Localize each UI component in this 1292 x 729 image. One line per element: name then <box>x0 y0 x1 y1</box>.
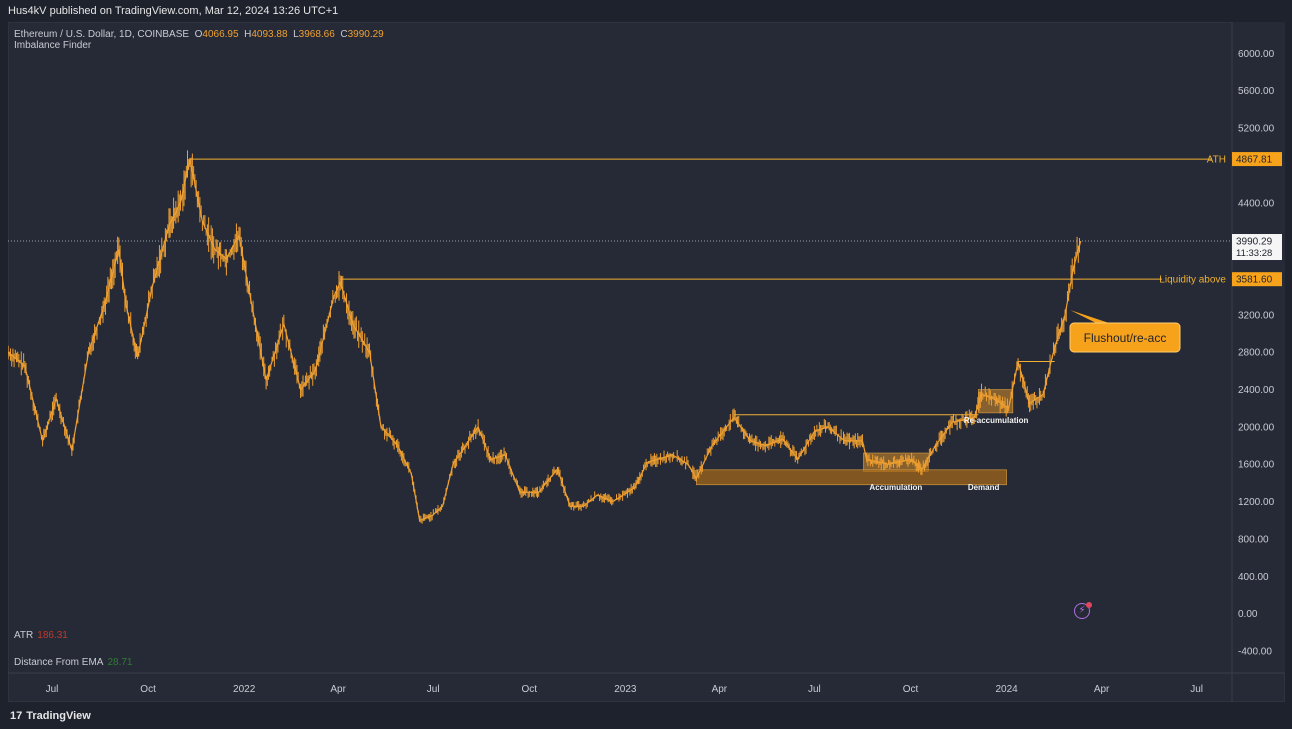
y-tick-label: 2000.00 <box>1238 422 1275 433</box>
callout-pointer <box>1070 310 1115 325</box>
atr-indicator: ATR 186.31 <box>14 630 68 641</box>
x-tick-label: Apr <box>712 684 728 695</box>
low-label: L <box>293 29 299 40</box>
liquidity-price-label-bg <box>1232 272 1282 287</box>
x-tick-label: Jul <box>46 684 59 695</box>
ath-price-label-bg <box>1232 152 1282 167</box>
high-label: H <box>244 29 252 40</box>
x-tick-label: Apr <box>1094 684 1110 695</box>
x-tick-label: Oct <box>140 684 156 695</box>
y-tick-label: -400.00 <box>1238 646 1272 657</box>
ema-distance-indicator: Distance From EMA 28.71 <box>14 657 133 668</box>
tradingview-logo-icon: 17 <box>10 710 23 722</box>
atr-value: 186.31 <box>37 630 68 641</box>
open-label: O <box>194 29 203 40</box>
x-tick-label: Jul <box>427 684 440 695</box>
x-tick-label: Oct <box>903 684 919 695</box>
x-tick-label: Jul <box>1190 684 1203 695</box>
open-value: 4066.95 <box>202 29 239 40</box>
demand-label: Demand <box>968 483 1000 492</box>
liquidity-price-label: 3581.60 <box>1236 275 1273 286</box>
ath-label: ATH <box>1207 155 1226 166</box>
liquidity-label: Liquidity above <box>1159 275 1226 286</box>
close-value: 3990.29 <box>347 29 384 40</box>
atr-label: ATR <box>14 630 34 641</box>
close-label: C <box>340 29 348 40</box>
accumulation-label: Accumulation <box>869 483 922 492</box>
high-value: 4093.88 <box>251 29 288 40</box>
chart-area[interactable] <box>8 22 1285 702</box>
zone-demand <box>696 469 1007 486</box>
footer-bar: 17 TradingView <box>0 704 1292 729</box>
low-value: 3968.66 <box>298 29 335 40</box>
price-chart[interactable]: 6000.005600.005200.004400.004000.003200.… <box>8 22 1285 702</box>
price-axis <box>1232 22 1285 673</box>
ema-value: 28.71 <box>107 657 133 668</box>
y-tick-label: 4400.00 <box>1238 198 1275 209</box>
y-tick-label: 800.00 <box>1238 534 1269 545</box>
y-tick-label: 0.00 <box>1238 609 1258 620</box>
indicator-name: Imbalance Finder <box>14 40 92 51</box>
ema-label: Distance From EMA <box>14 657 104 668</box>
lightning-icon[interactable]: ⚡ <box>1074 603 1090 619</box>
callout-text: Flushout/re-acc <box>1084 331 1167 345</box>
x-tick-label: 2022 <box>233 684 256 695</box>
re-accumulation-label: Re-accumulation <box>964 416 1029 425</box>
notification-dot <box>1086 602 1092 608</box>
last-price-label-bg <box>1232 234 1282 261</box>
y-tick-label: 3200.00 <box>1238 310 1275 321</box>
x-tick-label: 2023 <box>614 684 637 695</box>
y-tick-label: 1200.00 <box>1238 497 1275 508</box>
publisher-bar: Hus4kV published on TradingView.com, Mar… <box>0 0 1292 22</box>
y-tick-label: 6000.00 <box>1238 49 1275 60</box>
brand-name: TradingView <box>26 710 91 722</box>
y-tick-label: 2400.00 <box>1238 385 1275 396</box>
publisher-text: Hus4kV published on TradingView.com, Mar… <box>8 5 339 17</box>
y-tick-label: 2800.00 <box>1238 348 1275 359</box>
y-tick-label: 5200.00 <box>1238 124 1275 135</box>
last-price-countdown: 11:33:28 <box>1236 248 1272 259</box>
x-tick-label: 2024 <box>995 684 1018 695</box>
last-price-value: 3990.29 <box>1236 237 1273 248</box>
y-tick-label: 400.00 <box>1238 572 1269 583</box>
callout-box <box>1069 322 1181 353</box>
ath-price-label: 4867.81 <box>1236 155 1273 166</box>
price-line <box>8 159 1082 522</box>
symbol-legend: Ethereum / U.S. Dollar, 1D, COINBASE O40… <box>14 29 384 51</box>
tradingview-logo[interactable]: 17 TradingView <box>10 710 91 722</box>
x-tick-label: Jul <box>808 684 821 695</box>
x-tick-label: Oct <box>522 684 538 695</box>
symbol-name: Ethereum / U.S. Dollar, 1D, COINBASE <box>14 29 190 40</box>
y-tick-label: 5600.00 <box>1238 86 1275 97</box>
y-tick-label: 1600.00 <box>1238 460 1275 471</box>
x-tick-label: Apr <box>330 684 346 695</box>
